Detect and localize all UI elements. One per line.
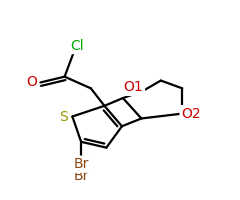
Text: Br: Br	[73, 157, 89, 171]
Text: O: O	[27, 75, 37, 90]
Text: O2: O2	[181, 107, 201, 121]
Text: O1: O1	[124, 80, 144, 94]
Text: S: S	[59, 110, 68, 124]
Text: Br: Br	[73, 169, 89, 183]
Text: Cl: Cl	[70, 39, 84, 53]
